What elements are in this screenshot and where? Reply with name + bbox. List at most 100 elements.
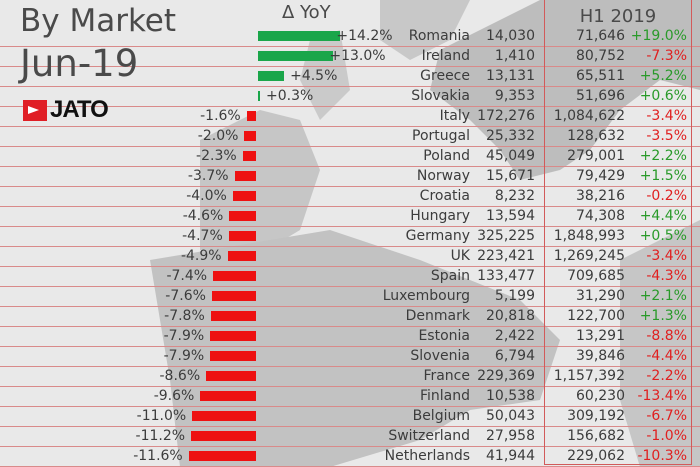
row-divider: [0, 346, 700, 347]
country-name: Portugal: [412, 128, 470, 144]
yoy-bar: [206, 371, 256, 381]
h1-volume: 13,291: [576, 328, 625, 344]
country-name: Norway: [416, 168, 470, 184]
row-divider: [0, 246, 700, 247]
country-name: Hungary: [410, 208, 470, 224]
yoy-bar: [242, 151, 256, 161]
june-volume: 13,594: [486, 208, 535, 224]
row-divider: [0, 406, 700, 407]
june-volume: 10,538: [486, 388, 535, 404]
yoy-label: -4.9%: [180, 248, 222, 264]
yoy-label: -4.6%: [182, 208, 224, 224]
row-divider: [0, 286, 700, 287]
h1-volume: 51,696: [576, 88, 625, 104]
h1-change: -4.3%: [646, 268, 687, 284]
row-divider: [0, 446, 700, 447]
country-name: Slovenia: [410, 348, 470, 364]
yoy-bar: [258, 31, 341, 41]
row-divider: [0, 366, 700, 367]
june-volume: 325,225: [477, 228, 535, 244]
yoy-label: -2.3%: [196, 148, 237, 164]
yoy-label: +0.3%: [266, 88, 314, 104]
yoy-bar: [258, 91, 260, 101]
row-divider: [0, 386, 700, 387]
country-name: Greece: [420, 68, 470, 84]
yoy-bar: [210, 351, 256, 361]
yoy-label: -7.9%: [163, 328, 205, 344]
yoy-label: +14.2%: [336, 28, 393, 44]
country-name: Netherlands: [384, 448, 470, 464]
yoy-bar: [227, 251, 256, 261]
june-volume: 9,353: [494, 88, 535, 104]
yoy-label: -4.7%: [182, 228, 223, 244]
row-divider: [0, 66, 700, 67]
june-volume: 2,422: [494, 328, 535, 344]
h1-volume: 31,290: [576, 288, 625, 304]
country-name: UK: [450, 248, 470, 264]
jato-logo-icon: [23, 99, 47, 121]
june-volume: 50,043: [486, 408, 535, 424]
yoy-bar: [210, 331, 256, 341]
yoy-label: -1.6%: [200, 108, 241, 124]
h1-volume: 39,846: [576, 348, 625, 364]
row-divider: [0, 306, 700, 307]
yoy-bar: [258, 51, 334, 61]
country-name: Croatia: [419, 188, 470, 204]
june-volume: 133,477: [477, 268, 535, 284]
june-volume: 15,671: [486, 168, 535, 184]
country-name: Finland: [419, 388, 470, 404]
row-divider: [0, 226, 700, 227]
h1-change: +0.5%: [639, 228, 687, 244]
row-divider: [0, 146, 700, 147]
yoy-label: -7.6%: [165, 288, 206, 304]
row-divider: [0, 206, 700, 207]
yoy-bar: [191, 431, 256, 441]
row-divider: [0, 426, 700, 427]
yoy-bar: [213, 271, 256, 281]
row-divider: [0, 106, 700, 107]
yoy-label: -4.0%: [186, 188, 227, 204]
h1-volume: 128,632: [567, 128, 625, 144]
june-volume: 20,818: [486, 308, 535, 324]
june-volume: 14,030: [486, 28, 535, 44]
h1-change: -6.7%: [646, 408, 687, 424]
country-name: Estonia: [418, 328, 470, 344]
june-volume: 6,794: [494, 348, 535, 364]
row-divider: [0, 126, 700, 127]
country-name: Romania: [408, 28, 470, 44]
country-name: Italy: [439, 108, 470, 124]
h1-volume: 38,216: [576, 188, 625, 204]
h1-change: -0.2%: [646, 188, 687, 204]
h1-change: +2.1%: [639, 288, 687, 304]
yoy-label: -2.0%: [197, 128, 239, 144]
h1-volume: 80,752: [576, 48, 625, 64]
h1-volume: 156,682: [567, 428, 625, 444]
country-name: Spain: [430, 268, 470, 284]
h1-volume: 65,511: [576, 68, 625, 84]
june-volume: 27,958: [486, 428, 535, 444]
yoy-bar: [211, 291, 256, 301]
yoy-bar: [258, 71, 285, 81]
yoy-label: -11.2%: [135, 428, 186, 444]
h1-volume: 279,001: [567, 148, 625, 164]
june-volume: 8,232: [494, 188, 535, 204]
yoy-bar: [228, 231, 256, 241]
h1-change: +0.6%: [639, 88, 687, 104]
row-divider: [0, 326, 700, 327]
h1-volume: 1,848,993: [553, 228, 625, 244]
yoy-bar: [188, 451, 256, 461]
june-volume: 5,199: [494, 288, 535, 304]
h1-change: -3.5%: [646, 128, 687, 144]
h1-change: -4.4%: [646, 348, 687, 364]
h1-volume: 60,230: [576, 388, 625, 404]
june-volume: 13,131: [486, 68, 535, 84]
june-volume: 223,421: [477, 248, 535, 264]
june-volume: 41,944: [486, 448, 535, 464]
h1-change: +5.2%: [639, 68, 687, 84]
h1-change: -3.4%: [646, 248, 687, 264]
country-name: Germany: [405, 228, 470, 244]
h1-volume: 79,429: [576, 168, 625, 184]
country-name: Luxembourg: [382, 288, 470, 304]
june-volume: 45,049: [486, 148, 535, 164]
